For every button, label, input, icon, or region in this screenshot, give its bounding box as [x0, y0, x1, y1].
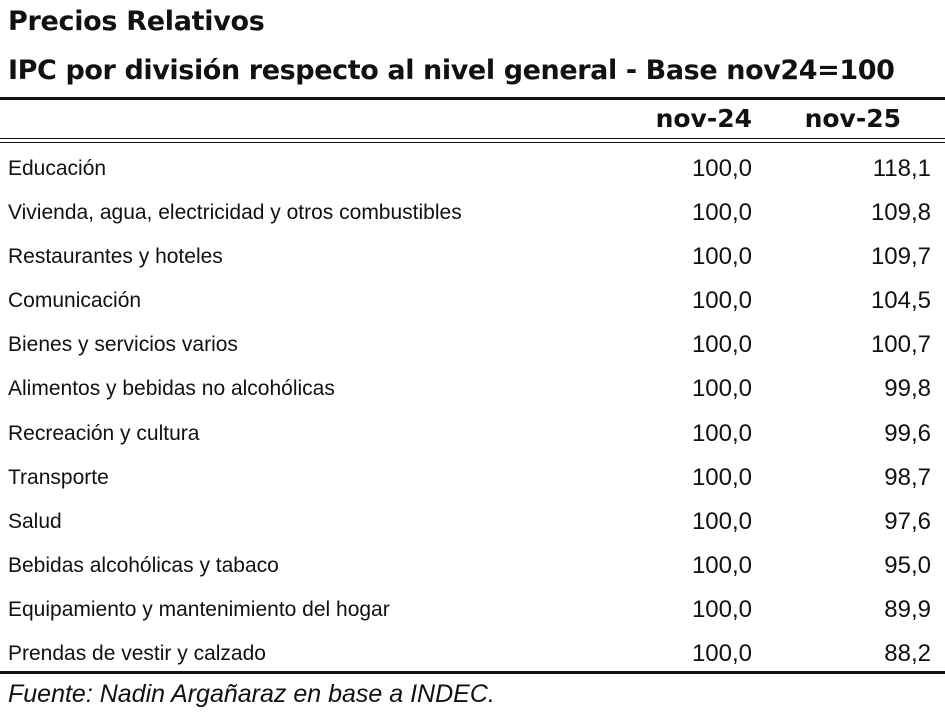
row-label: Recreación y cultura: [8, 421, 200, 445]
header-bottom-rule-2: [0, 142, 945, 143]
value-nov-24: 100,0: [691, 155, 752, 182]
value-nov-25: 97,6: [884, 507, 931, 535]
value-nov-24: 100,0: [691, 199, 752, 227]
table-row: Salud 100,0 97,6: [0, 500, 945, 544]
value-nov-24: 100,0: [691, 507, 752, 535]
row-label: Bebidas alcohólicas y tabaco: [8, 553, 279, 577]
row-label: Comunicación: [8, 289, 142, 313]
row-label: Alimentos y bebidas no alcohólicas: [8, 377, 335, 401]
table-subtitle: IPC por división respecto al nivel gener…: [8, 55, 895, 86]
table-title: Precios Relativos: [8, 6, 265, 37]
table-row: Alimentos y bebidas no alcohólicas 100,0 9…: [0, 367, 945, 411]
value-nov-24: 100,0: [691, 551, 752, 579]
table-row: Equipamiento y mantenimiento del hogar 10…: [0, 588, 945, 632]
table-row: Vivienda, agua, electricidad y otros com…: [0, 191, 945, 235]
value-nov-25: 109,7: [870, 243, 931, 271]
value-nov-25: 104,5: [870, 287, 931, 315]
table-bottom-rule: [0, 671, 945, 674]
row-label: Prendas de vestir y calzado: [8, 642, 266, 666]
value-nov-25: 99,8: [884, 375, 931, 403]
row-label: Restaurantes y hoteles: [8, 245, 223, 269]
row-label: Transporte: [8, 465, 109, 489]
table-row: Restaurantes y hoteles 100,0 109,7: [0, 235, 945, 279]
header-top-rule: [0, 97, 945, 100]
column-header-nov-24: nov-24: [655, 104, 752, 133]
header-bottom-rule-1: [0, 138, 945, 139]
value-nov-24: 100,0: [691, 331, 752, 359]
value-nov-25: 100,7: [870, 331, 931, 359]
table-row: Prendas de vestir y calzado 100,0 88,2: [0, 632, 945, 676]
value-nov-24: 100,0: [691, 463, 752, 491]
row-label: Bienes y servicios varios: [8, 333, 238, 357]
value-nov-25: 109,8: [870, 199, 931, 227]
value-nov-24: 100,0: [691, 595, 752, 623]
value-nov-25: 88,2: [884, 640, 931, 668]
value-nov-24: 100,0: [691, 287, 752, 315]
row-label: Salud: [8, 509, 62, 533]
value-nov-24: 100,0: [691, 375, 752, 403]
value-nov-24: 100,0: [691, 640, 752, 668]
value-nov-24: 100,0: [691, 243, 752, 271]
row-label: Vivienda, agua, electricidad y otros com…: [8, 201, 462, 225]
table-row: Bebidas alcohólicas y tabaco 100,0 95,0: [0, 544, 945, 588]
table-body: Educación 100,0 118,1 Vivienda, agua, elect…: [0, 147, 945, 676]
table-row: Bienes y servicios varios 100,0 100,7: [0, 323, 945, 367]
column-header-nov-25: nov-25: [804, 104, 901, 133]
table-row: Recreación y cultura 100,0 99,6: [0, 412, 945, 456]
value-nov-25: 95,0: [884, 551, 931, 579]
value-nov-25: 118,1: [872, 155, 931, 182]
value-nov-24: 100,0: [691, 419, 752, 447]
row-label: Educación: [8, 157, 107, 180]
value-nov-25: 98,7: [884, 463, 931, 491]
value-nov-25: 99,6: [884, 419, 931, 447]
source-note: Fuente: Nadin Argañaraz en base a INDEC.: [8, 680, 495, 708]
table-row: Comunicación 100,0 104,5: [0, 279, 945, 323]
table-row: Educación 100,0 118,1: [0, 147, 945, 191]
table-row: Transporte 100,0 98,7: [0, 456, 945, 500]
row-label: Equipamiento y mantenimiento del hogar: [8, 597, 390, 621]
value-nov-25: 89,9: [884, 595, 931, 623]
